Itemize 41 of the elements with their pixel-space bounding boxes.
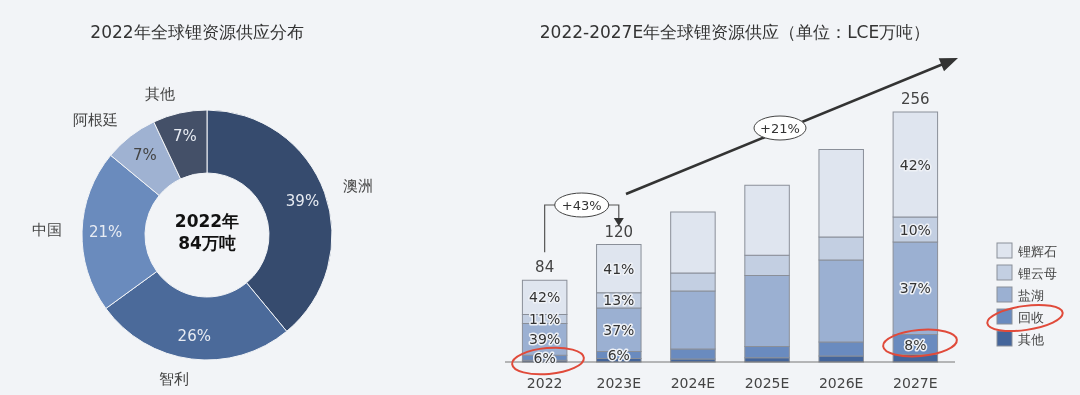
annotation: 84 (535, 258, 555, 277)
x-tick-label: 2023E (596, 375, 642, 391)
annotation: 8% (904, 336, 927, 353)
annotation: 11% (529, 311, 561, 327)
annotation: 6% (607, 347, 630, 363)
x-tick-label: 2025E (744, 375, 790, 391)
slice-label: 智利 (158, 369, 189, 388)
data-label: 7% (172, 126, 197, 145)
data-label: 21% (88, 222, 123, 241)
data-label: 39% (285, 191, 320, 210)
annotation: 42% (899, 156, 931, 173)
legend-label: 盐湖 (1018, 288, 1044, 303)
annotation: 10% (899, 221, 931, 238)
legend-label: 锂云母 (1017, 266, 1057, 281)
slice-label: 其他 (145, 84, 176, 103)
x-tick-label: 2026E (818, 375, 864, 391)
annotation: +21% (760, 121, 800, 136)
annotation: 13% (603, 292, 635, 309)
annotation: 42% (529, 289, 561, 306)
chart-title: 2022年全球锂资源供应分布 (90, 22, 304, 42)
slice-label: 澳洲 (343, 176, 374, 195)
annotation: 41% (603, 260, 635, 277)
text: 256 (901, 90, 930, 108)
x-tick-label: 2027E (893, 375, 938, 391)
data-label: 26% (177, 326, 211, 345)
legend-label: 其他 (1018, 332, 1044, 347)
legend-label: 锂辉石 (1017, 244, 1057, 259)
annotation: 39% (529, 331, 561, 348)
slice-label: 中国 (32, 221, 63, 240)
annotation: 120 (604, 222, 634, 241)
annotation: 37% (899, 280, 931, 297)
text: 2022年 84万吨 (174, 211, 240, 253)
data-label: 7% (132, 145, 157, 164)
annotation: +43% (561, 198, 602, 213)
x-tick-label: 2024E (670, 375, 716, 391)
annotation: 37% (603, 321, 635, 338)
annotation: 6% (533, 349, 556, 366)
chart-title: 2022-2027E年全球锂资源供应（单位：LCE万吨） (539, 22, 931, 42)
slice-label: 阿根廷 (73, 111, 119, 130)
legend-label: 回收 (1018, 310, 1044, 325)
x-tick-label: 2022 (526, 375, 563, 391)
